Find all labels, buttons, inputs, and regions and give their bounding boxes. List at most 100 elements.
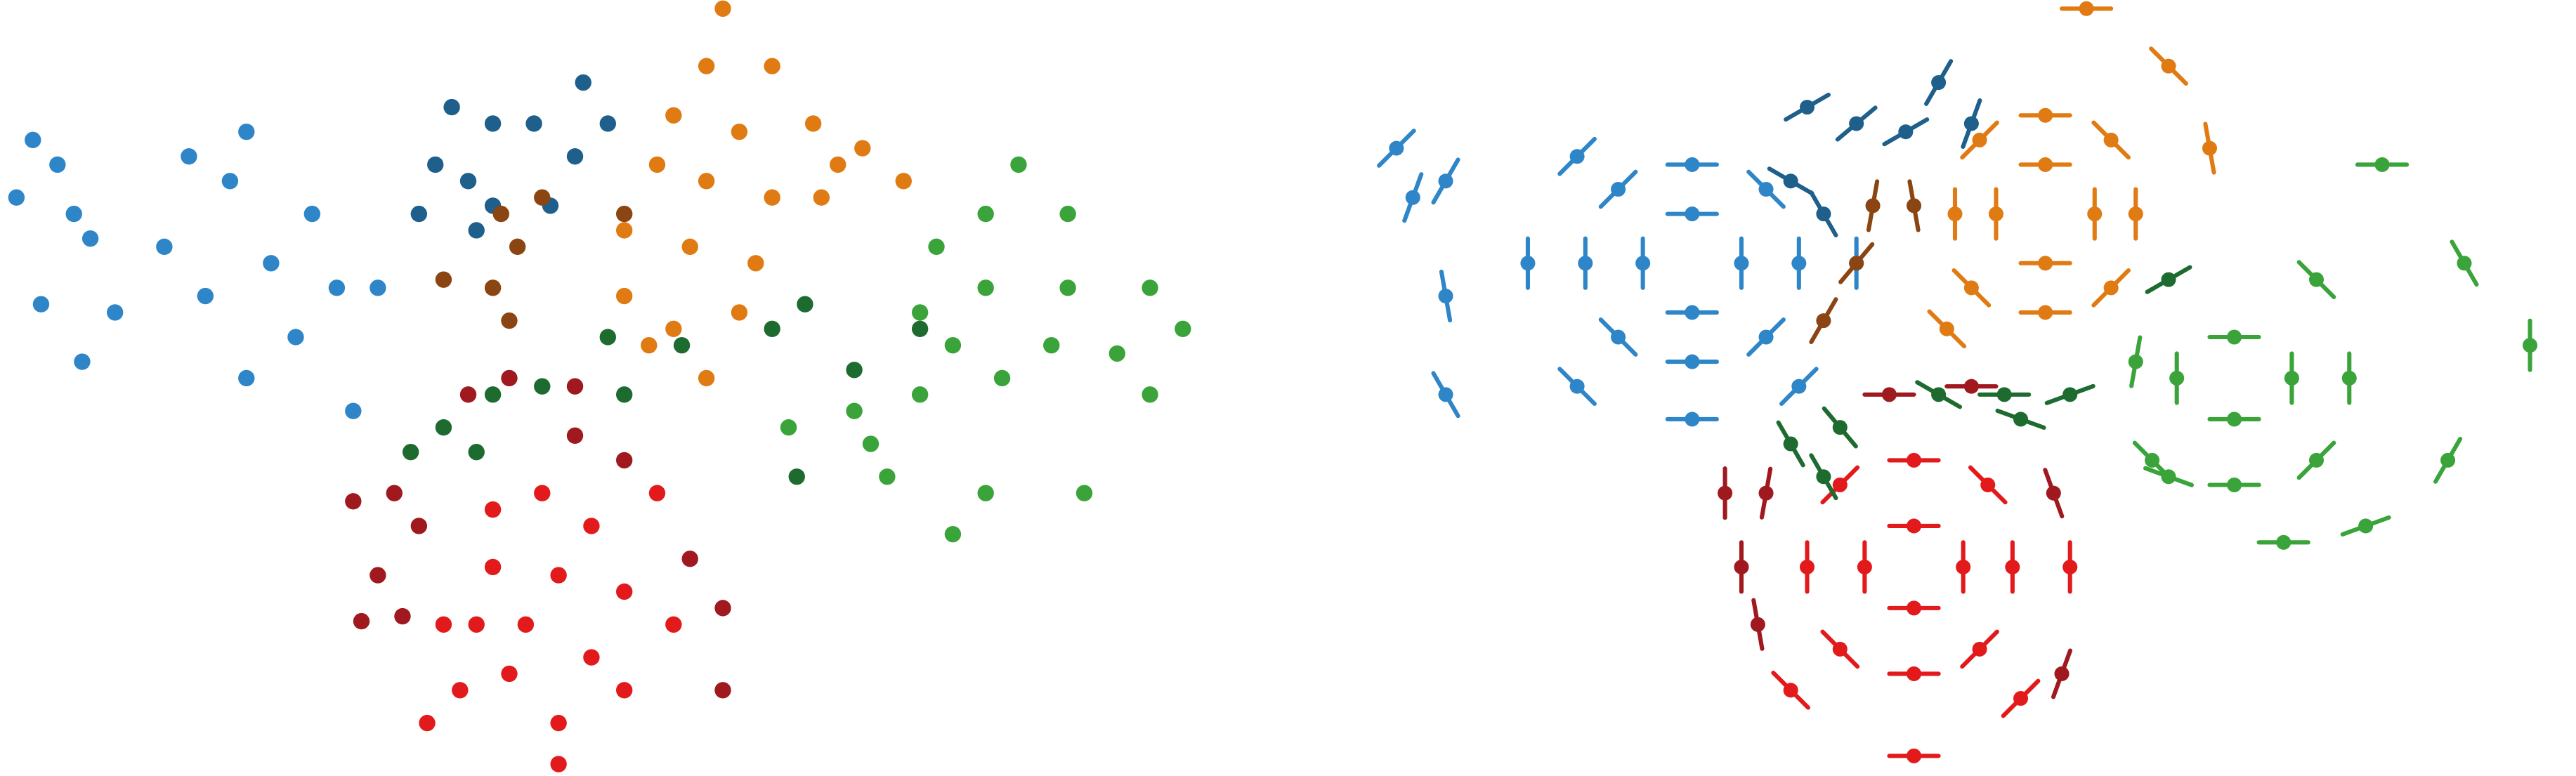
point — [386, 485, 403, 501]
point — [879, 468, 896, 485]
point — [2522, 338, 2538, 353]
point — [81, 230, 99, 247]
point — [452, 682, 469, 699]
point — [2169, 370, 2185, 386]
point — [402, 444, 419, 461]
point — [2374, 157, 2390, 172]
point — [410, 518, 428, 534]
point — [427, 156, 444, 173]
point — [714, 600, 731, 617]
point — [394, 607, 411, 625]
point — [911, 304, 929, 321]
point — [1963, 280, 1979, 296]
point — [509, 238, 526, 256]
point — [895, 173, 912, 190]
point — [2227, 329, 2242, 345]
point — [1988, 206, 2003, 222]
point — [599, 329, 616, 346]
point — [238, 369, 255, 387]
point — [156, 238, 173, 256]
point — [1907, 198, 1922, 213]
point — [698, 369, 715, 387]
point — [492, 205, 509, 223]
point — [615, 205, 633, 223]
point — [2358, 518, 2374, 534]
point — [2308, 272, 2325, 287]
point — [1939, 321, 1954, 336]
point — [1791, 379, 1807, 394]
point — [665, 616, 682, 633]
point — [2005, 559, 2020, 574]
point — [566, 378, 584, 395]
point — [468, 616, 485, 633]
point — [2046, 485, 2061, 501]
point — [74, 353, 91, 370]
point — [1405, 190, 1420, 205]
point — [181, 148, 197, 165]
point — [550, 714, 567, 732]
point — [1849, 256, 1864, 271]
point — [1758, 181, 1774, 197]
point — [2161, 469, 2176, 485]
point — [977, 280, 994, 296]
point — [2062, 387, 2078, 402]
point — [615, 222, 633, 239]
point — [1569, 379, 1585, 394]
point — [328, 280, 346, 296]
point — [977, 205, 994, 223]
point — [599, 115, 616, 132]
point — [1980, 477, 1996, 493]
point — [977, 485, 994, 501]
point — [1832, 420, 1848, 435]
point — [648, 485, 666, 501]
point — [484, 115, 502, 132]
point — [1569, 149, 1585, 164]
point — [1734, 256, 1749, 271]
point — [2038, 107, 2053, 123]
point — [862, 435, 880, 452]
point — [501, 312, 518, 329]
point — [1799, 559, 1815, 574]
point — [2087, 206, 2103, 222]
point — [1832, 477, 1848, 493]
point — [287, 329, 304, 346]
point — [550, 567, 567, 584]
point — [788, 468, 805, 485]
point — [435, 271, 452, 288]
point — [1972, 132, 1987, 147]
point — [583, 518, 600, 534]
point — [615, 386, 633, 403]
point — [1832, 641, 1848, 657]
point — [1931, 387, 1947, 402]
point — [435, 419, 452, 436]
point — [1963, 379, 1979, 394]
point — [1816, 469, 1831, 485]
point — [525, 115, 542, 132]
point — [993, 369, 1011, 387]
point — [665, 107, 682, 124]
point — [673, 337, 691, 354]
point — [468, 222, 485, 239]
point — [1907, 666, 1922, 681]
point — [197, 287, 214, 305]
point — [459, 386, 477, 403]
point — [534, 189, 551, 206]
point — [764, 189, 780, 206]
point — [1075, 485, 1093, 501]
point — [2341, 370, 2357, 386]
point — [2013, 412, 2029, 427]
point — [221, 173, 239, 190]
point — [1059, 205, 1076, 223]
point — [1816, 313, 1831, 329]
point — [25, 131, 41, 149]
point — [615, 287, 633, 305]
point — [1635, 256, 1651, 271]
point — [238, 123, 255, 140]
point — [517, 616, 535, 633]
point — [681, 551, 698, 567]
point — [1685, 206, 1700, 222]
point — [854, 140, 871, 157]
point — [65, 205, 82, 223]
point — [1907, 518, 1922, 534]
